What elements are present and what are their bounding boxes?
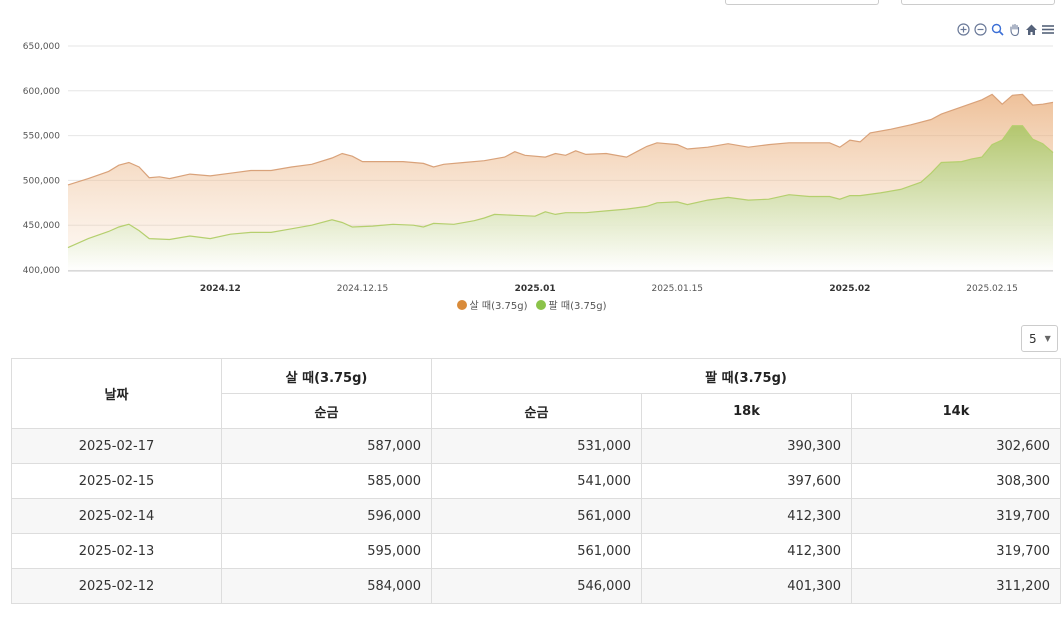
- cell-buy: 585,000: [221, 463, 432, 499]
- header-sell-18k: 18k: [641, 393, 852, 429]
- zoom-out-icon[interactable]: [973, 22, 987, 36]
- table-row: 2025-02-14 596,000 561,000 412,300 319,7…: [11, 498, 1062, 534]
- y-tick-label: 550,000: [23, 132, 60, 142]
- cell-buy: 587,000: [221, 428, 432, 464]
- price-chart: 650,000 600,000 550,000 500,000 450,000 400,0…: [23, 42, 1054, 294]
- chart-toolbar: [956, 22, 1055, 36]
- menu-icon[interactable]: [1041, 22, 1055, 36]
- y-tick-label: 450,000: [23, 221, 60, 231]
- cell-18k: 412,300: [641, 533, 852, 569]
- legend-item-buy[interactable]: 살 때(3.75g): [456, 297, 528, 312]
- header-date: 날짜: [11, 358, 222, 429]
- cell-18k: 397,600: [641, 463, 852, 499]
- cell-18k: 390,300: [641, 428, 852, 464]
- zoom-in-icon[interactable]: [956, 22, 970, 36]
- cell-sell: 561,000: [431, 498, 642, 534]
- cell-date: 2025-02-14: [11, 498, 222, 534]
- price-chart-svg: 650,000 600,000 550,000 500,000 450,000 400,0…: [23, 42, 1054, 294]
- cell-buy: 596,000: [221, 498, 432, 534]
- cell-sell: 541,000: [431, 463, 642, 499]
- cell-date: 2025-02-15: [11, 463, 222, 499]
- y-tick-label: 650,000: [23, 42, 60, 52]
- x-tick-label: 2024.12.15: [337, 284, 389, 294]
- chevron-down-icon: ▼: [1044, 334, 1051, 343]
- x-tick-label: 2025.01.15: [652, 284, 704, 294]
- cell-18k: 412,300: [641, 498, 852, 534]
- x-tick-label: 2025.01: [515, 284, 556, 294]
- chart-legend: 살 때(3.75g) 팔 때(3.75g): [0, 297, 1063, 312]
- pan-icon[interactable]: [1007, 22, 1021, 36]
- table-row: 2025-02-12 584,000 546,000 401,300 311,2…: [11, 568, 1062, 604]
- header-buy-pure: 순금: [221, 393, 432, 429]
- cell-14k: 311,200: [850, 568, 1062, 604]
- table-row: 2025-02-13 595,000 561,000 412,300 319,7…: [11, 533, 1062, 569]
- header-sell-group: 팔 때(3.75g): [430, 358, 1062, 394]
- x-tick-label: 2025.02.15: [966, 284, 1018, 294]
- cell-sell: 561,000: [431, 533, 642, 569]
- legend-label-sell: 팔 때(3.75g): [548, 301, 607, 312]
- magnifier-icon[interactable]: [990, 22, 1004, 36]
- table-row: 2025-02-15 585,000 541,000 397,600 308,3…: [11, 463, 1062, 499]
- page-size-value: 5: [1029, 331, 1037, 346]
- series-area-1: [68, 125, 1053, 270]
- cell-sell: 531,000: [431, 428, 642, 464]
- page-size-select[interactable]: 5 ▼: [1021, 325, 1058, 352]
- series-line-1: [67, 125, 1054, 249]
- cell-18k: 401,300: [641, 568, 852, 604]
- series-line-0: [67, 93, 1054, 186]
- header-buy-group: 살 때(3.75g): [221, 358, 432, 394]
- cell-date: 2025-02-17: [11, 428, 222, 464]
- x-tick-label: 2024.12: [200, 284, 241, 294]
- cell-date: 2025-02-13: [11, 533, 222, 569]
- cell-buy: 595,000: [221, 533, 432, 569]
- legend-marker-sell: [535, 299, 546, 310]
- y-tick-label: 600,000: [23, 87, 60, 97]
- y-tick-label: 400,000: [23, 266, 60, 276]
- top-input-left[interactable]: [725, 0, 879, 5]
- cell-14k: 302,600: [850, 428, 1062, 464]
- cell-buy: 584,000: [221, 568, 432, 604]
- cell-14k: 319,700: [850, 533, 1062, 569]
- legend-item-sell[interactable]: 팔 때(3.75g): [535, 297, 607, 312]
- legend-label-buy: 살 때(3.75g): [469, 301, 528, 312]
- table-row: 2025-02-17 587,000 531,000 390,300 302,6…: [11, 428, 1062, 464]
- legend-marker-buy: [456, 299, 467, 310]
- x-tick-label: 2025.02: [829, 284, 870, 294]
- cell-date: 2025-02-12: [11, 568, 222, 604]
- top-input-right[interactable]: [901, 0, 1055, 5]
- price-table: 날짜 살 때(3.75g) 팔 때(3.75g) 순금 순금 18k 14k 2…: [11, 358, 1062, 604]
- y-tick-label: 500,000: [23, 176, 60, 186]
- home-icon[interactable]: [1024, 22, 1038, 36]
- cell-sell: 546,000: [431, 568, 642, 604]
- header-sell-14k: 14k: [850, 393, 1062, 429]
- header-sell-pure: 순금: [431, 393, 642, 429]
- cell-14k: 308,300: [850, 463, 1062, 499]
- cell-14k: 319,700: [850, 498, 1062, 534]
